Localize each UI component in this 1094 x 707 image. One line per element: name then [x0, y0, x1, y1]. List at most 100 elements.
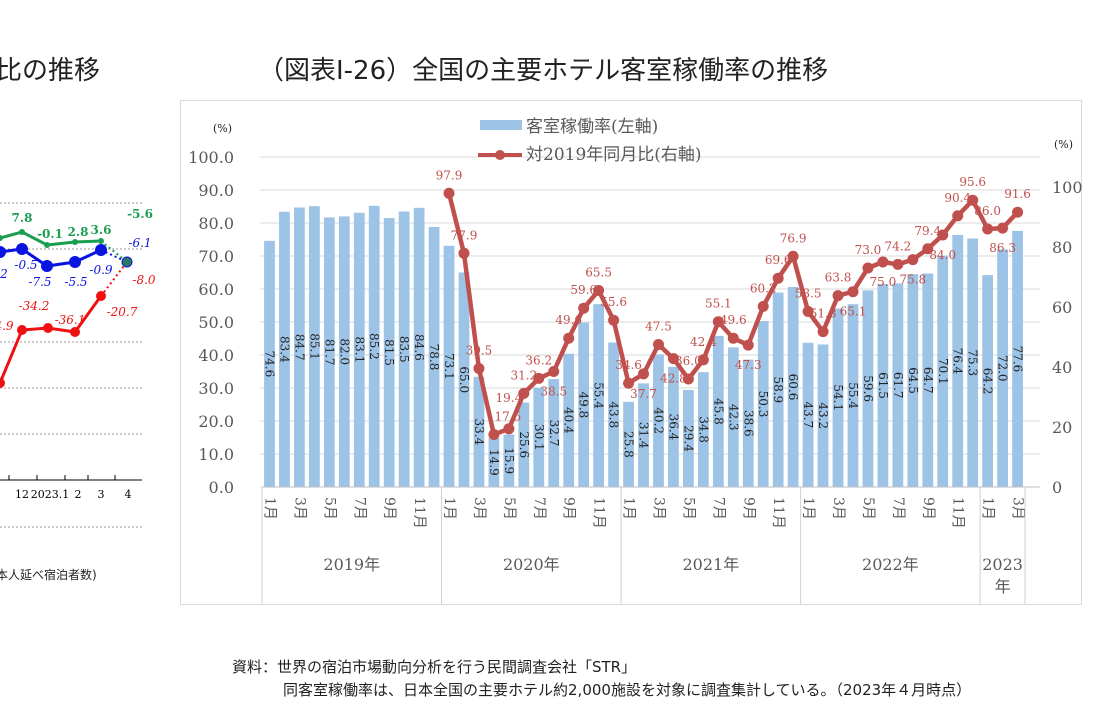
line-value-label: 19.4 — [496, 391, 523, 405]
year-label-part: 年 — [995, 577, 1011, 596]
line-point — [563, 332, 575, 344]
red-series-point — [0, 378, 5, 388]
bar — [653, 354, 664, 487]
month-label: 5月 — [501, 497, 517, 520]
line-point — [697, 354, 709, 366]
month-label: 7月 — [351, 497, 367, 520]
line-point — [847, 286, 859, 298]
month-label: 1月 — [261, 497, 277, 520]
bar-value-label: 64.7 — [921, 367, 935, 394]
bar — [503, 434, 515, 487]
line-point — [787, 250, 799, 262]
line-value-label: 79.4 — [914, 224, 941, 238]
blue-value-label: -6.1 — [128, 236, 151, 250]
legend-line-label: 対2019年同月比(右軸) — [526, 145, 702, 165]
line-point — [772, 272, 784, 284]
right-tick-label: 100 — [1052, 178, 1083, 197]
bar — [473, 376, 485, 487]
bar-value-label: 15.9 — [502, 447, 516, 474]
source-line-2: 同客室稼働率は、日本全国の主要ホテル約2,000施設を対象に調査集計している。（… — [283, 681, 972, 699]
month-label: 7月 — [531, 497, 547, 520]
bar — [742, 359, 754, 487]
month-label: 9月 — [920, 497, 936, 520]
source-line-1: 資料：世界の宿泊市場動向分析を行う民間調査会社「STR」 — [232, 658, 637, 676]
line-value-label: 97.9 — [436, 168, 463, 182]
line-value-label: 69.6 — [765, 253, 792, 267]
left-tick-label: 10.0 — [198, 445, 234, 464]
year-label: 2020年 — [503, 555, 560, 574]
bar — [638, 383, 649, 487]
green-value-label: -0.1 — [37, 227, 63, 241]
line-value-label: 38.5 — [540, 385, 567, 399]
bar-value-label: 76.4 — [951, 348, 965, 375]
bar — [832, 308, 844, 487]
green-series-point — [19, 229, 25, 235]
bar-value-label: 34.8 — [696, 416, 710, 443]
month-label: 7月 — [710, 497, 726, 520]
right-tick-label: 80 — [1052, 238, 1072, 257]
bar — [982, 275, 994, 487]
bar — [533, 387, 545, 487]
green-value-label: 7.8 — [12, 211, 33, 225]
bar-value-label: 61.5 — [876, 372, 890, 399]
month-label: 11月 — [770, 497, 786, 529]
year-label: 2022年 — [862, 555, 919, 574]
bar — [563, 353, 575, 487]
bar — [383, 218, 395, 488]
bar — [1012, 230, 1023, 488]
line-point — [623, 377, 635, 389]
month-label: 3月 — [650, 497, 666, 520]
line-point — [982, 223, 994, 235]
bar — [967, 238, 979, 487]
line-point — [518, 387, 530, 399]
bar — [877, 284, 889, 487]
line-value-label: 90.4 — [944, 191, 971, 205]
line-point — [832, 290, 844, 302]
bar-value-label: 83.4 — [277, 336, 291, 363]
month-label: 3月 — [291, 497, 307, 520]
bar — [279, 211, 290, 487]
month-label: 5月 — [321, 497, 337, 520]
blue-series-point — [0, 246, 6, 258]
line-value-label: 42.8 — [660, 372, 687, 386]
line-point — [907, 254, 919, 266]
red-series-point — [43, 323, 53, 333]
line-value-label: 49.6 — [720, 313, 747, 327]
left-axis-unit: (%) — [213, 122, 232, 135]
bar — [608, 342, 619, 487]
bar — [368, 205, 380, 487]
left-tick-label: 30.0 — [198, 379, 234, 398]
right-tick-label: 40 — [1052, 358, 1072, 377]
bar-value-label: 54.1 — [831, 384, 845, 411]
bar-value-label: 83.1 — [352, 337, 366, 364]
line-point — [862, 262, 874, 274]
line-value-label: 86.0 — [974, 204, 1001, 218]
line-point — [817, 326, 829, 338]
bar — [353, 212, 365, 487]
left-tick-label: 80.0 — [198, 214, 234, 233]
blue-value-label: -5.5 — [64, 275, 87, 289]
bar-value-label: 84.7 — [292, 334, 306, 361]
bar — [862, 290, 874, 487]
x-tick-label: 12 — [15, 488, 29, 501]
line-value-label: 59.6 — [570, 283, 597, 297]
legend-line-marker — [495, 150, 505, 160]
year-label: 2019年 — [323, 555, 380, 574]
bar — [443, 245, 455, 487]
bar — [264, 240, 275, 487]
bar-value-label: 50.3 — [756, 391, 770, 418]
blue-value-label: -0.5 — [14, 258, 37, 272]
x-tick-label: 2023.1 — [31, 488, 70, 501]
month-label: 9月 — [561, 497, 577, 520]
bar — [727, 347, 739, 487]
line-point — [877, 256, 889, 268]
blue-value-label: 2 — [0, 267, 8, 281]
line-point — [533, 372, 545, 384]
bar — [398, 211, 410, 487]
line-point — [712, 316, 724, 328]
bar-value-label: 33.4 — [472, 419, 486, 446]
bar-value-label: 64.5 — [906, 367, 920, 394]
month-label: 1月 — [800, 497, 816, 520]
bar-value-label: 84.6 — [412, 334, 426, 361]
line-value-label: 86.3 — [989, 241, 1016, 255]
